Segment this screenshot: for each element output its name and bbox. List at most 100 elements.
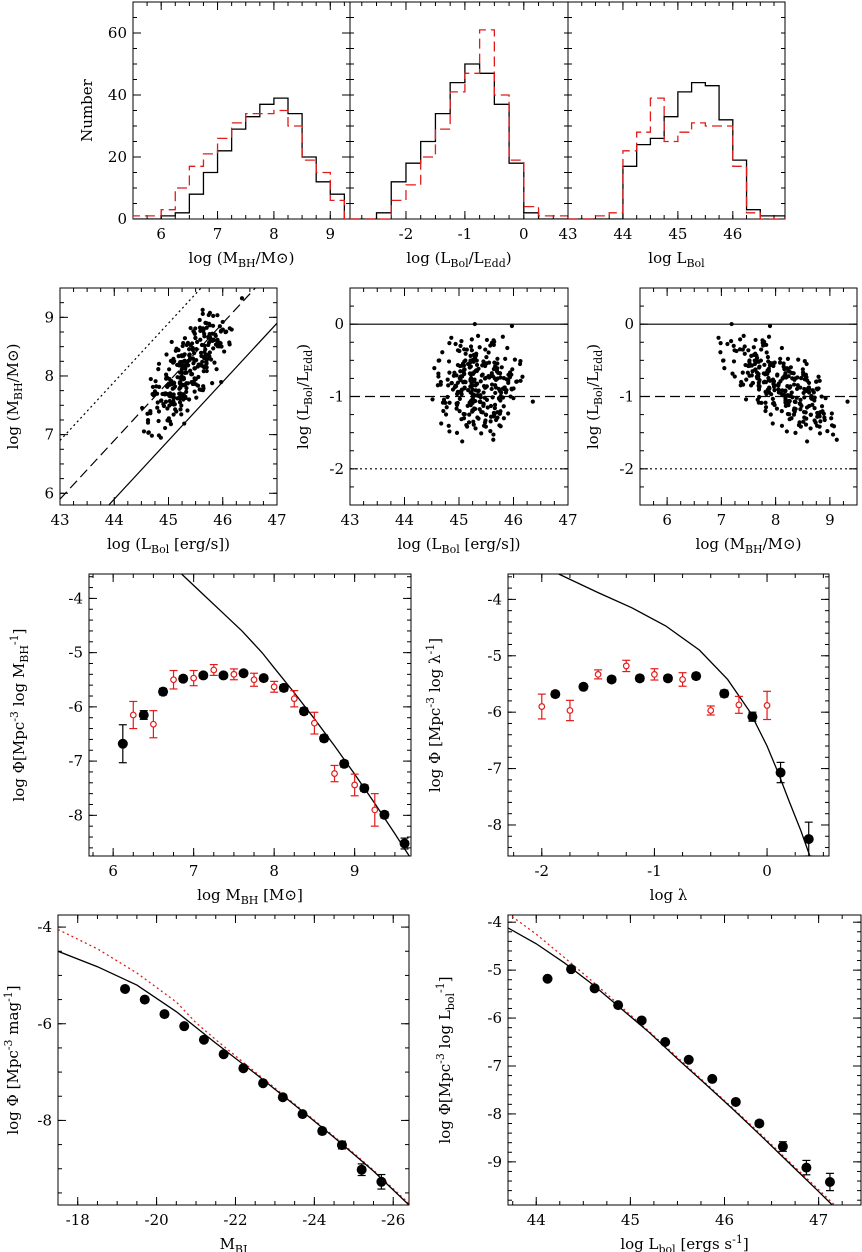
- bhmf-black-point: [178, 673, 189, 684]
- scatter-edd-lbol-point: [470, 408, 476, 413]
- scatter-edd-mbh-point: [743, 397, 749, 402]
- scatter-mbh-lbol-point: [167, 381, 172, 387]
- bhmf-black-point: [379, 809, 390, 820]
- scatter-edd-mbh-point: [800, 367, 805, 372]
- scatter-edd-mbh-point: [763, 400, 768, 405]
- scatter-edd-lbol-point: [475, 333, 481, 338]
- y-tick-label: -7: [487, 1057, 502, 1075]
- y-tick-label: 0: [624, 315, 634, 333]
- y-tick-label: -6: [68, 698, 83, 716]
- scatter-edd-mbh-point: [772, 388, 777, 393]
- bhmf-red-point: [209, 663, 218, 677]
- lbolf-black-point: [801, 1159, 812, 1176]
- scatter-edd-lbol-point: [530, 399, 535, 404]
- y-tick-label: -2: [619, 460, 634, 478]
- scatter-mbh-lbol-point: [201, 326, 206, 331]
- scatter-edd-mbh-point: [763, 389, 768, 394]
- scatter-edd-mbh-point: [808, 426, 813, 431]
- scatter-mbh-lbol-point: [206, 334, 211, 340]
- scatter-edd-mbh-point: [754, 353, 759, 358]
- x-tick-label: 9: [325, 225, 335, 243]
- scatter-edd-mbh-point: [800, 370, 806, 375]
- y-tick-label: -4: [487, 913, 502, 931]
- scatter-edd-lbol-point: [483, 385, 488, 390]
- x-tick-label: 47: [809, 1211, 828, 1229]
- lbolf-black-point: [683, 1054, 694, 1065]
- lbolf-black-point: [707, 1073, 718, 1084]
- scatter-mbh-lbol-point: [180, 365, 185, 371]
- bhmf-black-point: [278, 682, 289, 693]
- x-tick-label: 8: [771, 511, 781, 529]
- scatter-edd-lbol-point: [481, 401, 486, 406]
- erdf-red-point: [678, 672, 687, 687]
- scatter-edd-mbh-point: [786, 403, 791, 408]
- scatter-mbh-lbol-point: [141, 429, 147, 434]
- bhmf-black-point: [339, 758, 350, 769]
- y-tick-label: -2: [329, 460, 344, 478]
- y-tick-label: -4: [68, 589, 83, 607]
- scatter-edd-lbol-point: [495, 356, 500, 361]
- y-tick-label: -6: [37, 1015, 52, 1033]
- scatter-edd-mbh-point: [794, 395, 799, 400]
- scatter-edd-mbh-point: [728, 339, 734, 344]
- lbolf-x-axis-label: log Lbol [ergs s-1]: [620, 1233, 748, 1252]
- scatter-edd-mbh-point: [829, 411, 834, 416]
- scatter-mbh-lbol-point: [172, 407, 178, 412]
- scatter-edd-mbh-point: [814, 379, 819, 384]
- scatter-mbh-lbol-point: [155, 405, 160, 410]
- scatter-edd-mbh-point: [815, 414, 820, 419]
- hist-edd-axes: -2 -1 0 log (LBol/LEdd): [349, 1, 569, 270]
- scatter-edd-mbh-point: [817, 431, 823, 436]
- x-tick-label: 6: [662, 511, 672, 529]
- scatter-edd-lbol-point: [488, 343, 493, 348]
- scatter-edd-lbol-point: [455, 362, 460, 368]
- scatter-edd-mbh-point: [766, 334, 772, 339]
- x-tick-label: 43: [50, 511, 69, 529]
- scatter-mbh-lbol-point: [180, 353, 185, 358]
- scatter-mbh-lbol-point: [177, 386, 182, 391]
- scatter-mbh-lbol-point: [188, 368, 193, 373]
- scatter-mbh-lbol-point: [215, 337, 220, 342]
- scatter-mbh-lbol-point: [171, 402, 176, 407]
- bhmf-black-point: [218, 670, 229, 681]
- scatter-mbh-lbol-point: [158, 398, 164, 403]
- erdf-red-point: [537, 693, 546, 720]
- x-tick-label: 9: [350, 862, 360, 880]
- scatter-edd-lbol-point: [509, 372, 514, 377]
- erdf-black-point: [578, 681, 589, 692]
- y-tick-label: -1: [329, 388, 344, 406]
- scatter-edd-lbol-point: [462, 359, 467, 364]
- scatter-edd-lbol-point: [477, 407, 482, 412]
- scatter-edd-lbol-point: [470, 383, 475, 388]
- scatter-edd-mbh-point: [775, 373, 780, 378]
- scatter-edd-lbol-point: [506, 380, 511, 386]
- scatter-mbh-lbol-point: [177, 363, 182, 368]
- y-tick-label: -6: [487, 703, 502, 721]
- scatter-mbh-lbol-point: [140, 405, 145, 411]
- erdf-black-point: [662, 673, 673, 684]
- scatter-edd-lbol-point: [436, 371, 441, 376]
- y-tick-label: 0: [334, 315, 344, 333]
- scatter-edd-lbol-point: [499, 365, 504, 370]
- bhmf-black-point: [138, 710, 149, 720]
- hist-edd-frame: [349, 1, 569, 220]
- scatter-edd-mbh-point: [729, 321, 734, 327]
- x-tick-label: -18: [66, 1211, 90, 1229]
- lbolf-black-point: [542, 973, 553, 984]
- scatter-edd-lbol-point: [501, 376, 507, 381]
- scatter-edd-mbh-point: [797, 401, 802, 406]
- scatter-mbh-lbol-point: [149, 433, 154, 438]
- bhmf-frame: [88, 573, 412, 857]
- scatter-edd-lbol-point: [447, 429, 452, 434]
- scatter-edd-mbh-point: [785, 411, 791, 417]
- x-tick-label: 0: [519, 225, 529, 243]
- erdf-black-point: [803, 821, 814, 856]
- scatter-edd-mbh-point: [770, 421, 775, 426]
- scatter-edd-lbol-point: [445, 377, 450, 382]
- scatter-mbh-lbol-point: [222, 349, 227, 354]
- bhmf-y-axis-label: log Φ[Mpc-3 log MBH-1]: [8, 628, 31, 801]
- scatter-mbh-lbol-point: [178, 360, 183, 365]
- scatter-mbh-lbol-point: [148, 409, 153, 414]
- bhmf-black-point: [117, 724, 128, 764]
- scatter-mbh-lbol-point: [167, 391, 173, 396]
